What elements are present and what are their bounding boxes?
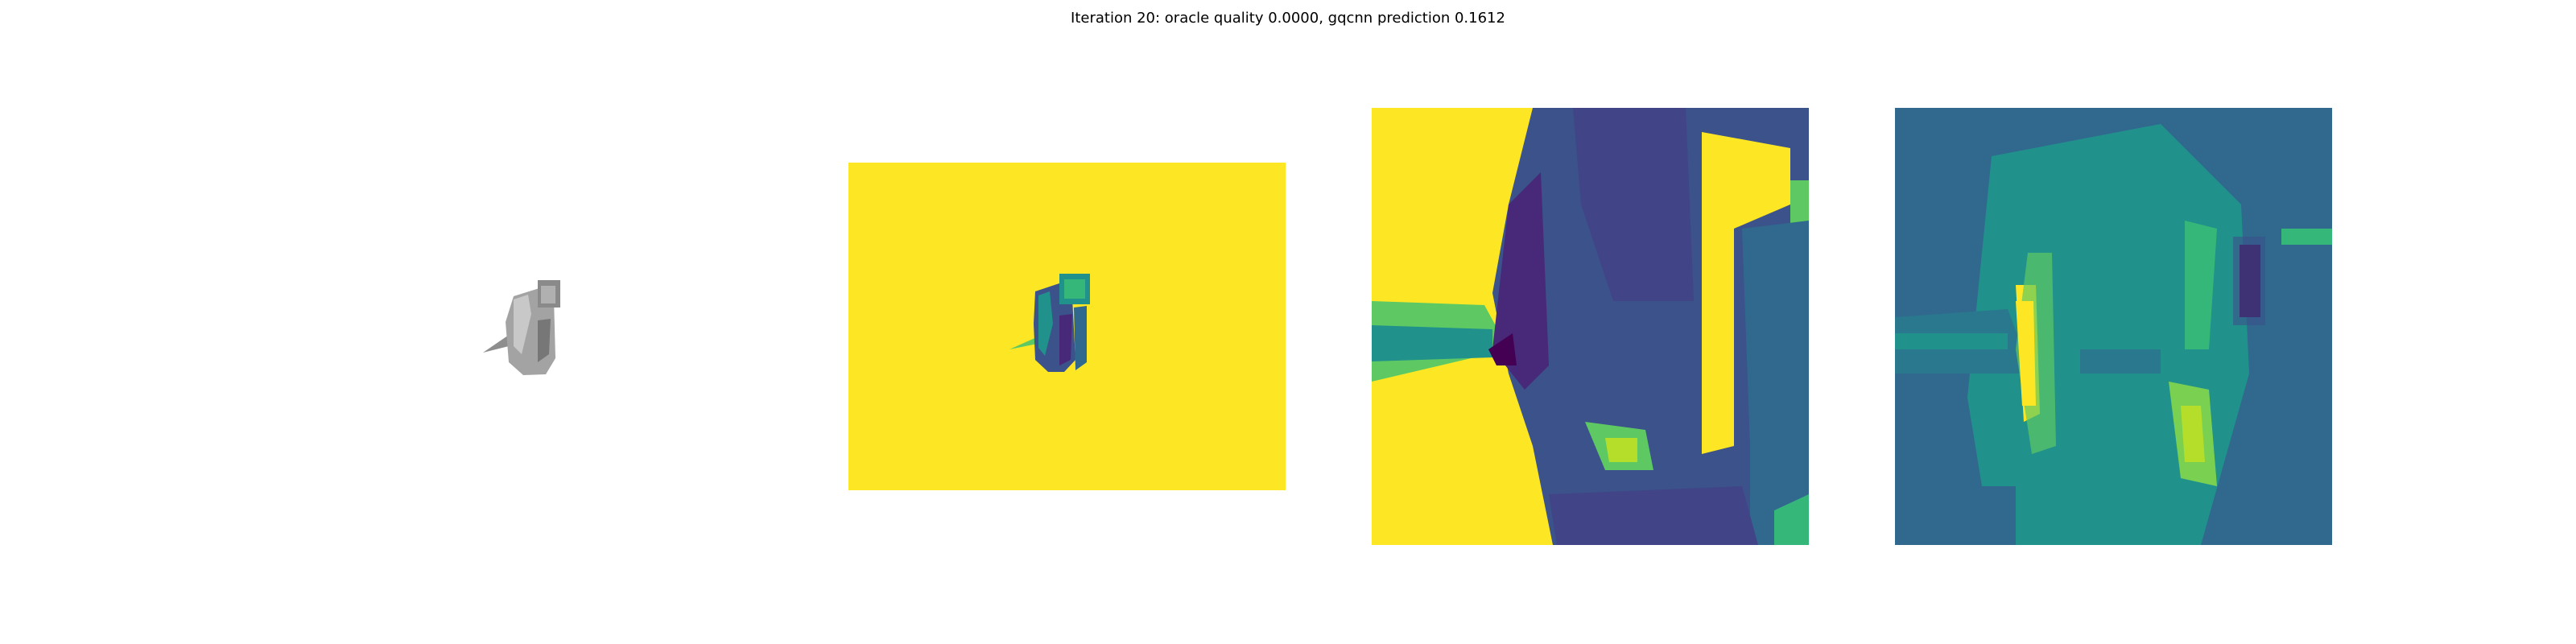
object-render-panel <box>419 242 628 419</box>
depth-crop-panel <box>1372 108 1809 545</box>
depth-crop-image <box>1372 108 1809 545</box>
gqcnn-activation-panel <box>1895 108 2332 545</box>
figure-title: Iteration 20: oracle quality 0.0000, gqc… <box>1071 10 1505 27</box>
depth-image-panel <box>848 163 1286 490</box>
depth-object-shape <box>1009 274 1090 372</box>
gray-object-shape <box>483 280 560 375</box>
activation-image <box>1895 108 2332 545</box>
